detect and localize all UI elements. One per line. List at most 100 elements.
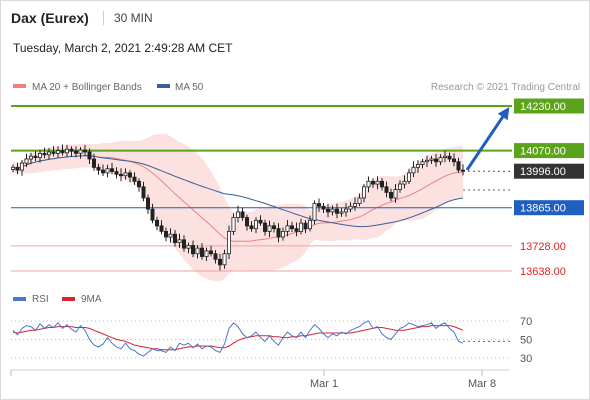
candle: [177, 233, 182, 248]
candle: [325, 203, 330, 218]
candle: [433, 153, 438, 167]
candle: [119, 168, 124, 182]
candle: [262, 219, 267, 236]
level-label-13728-00: 13728.00: [520, 241, 566, 253]
candle: [334, 203, 339, 219]
candle: [190, 240, 195, 258]
rsi-legend: RSI 9MA: [13, 294, 102, 305]
level-badge-13996-00: [514, 163, 584, 179]
candle: [65, 144, 70, 157]
level-badge-14230-00: [514, 98, 584, 114]
rsi-9ma-line: [12, 325, 464, 351]
candle: [402, 175, 407, 189]
candle: [96, 163, 101, 175]
candle: [168, 228, 173, 243]
candle: [222, 249, 227, 269]
candle: [307, 215, 312, 232]
candle: [330, 205, 335, 216]
candle: [127, 170, 132, 183]
legend-label-rsi: RSI: [32, 294, 49, 305]
candle: [123, 168, 128, 180]
level-label-13996-00: 13996.00: [520, 166, 566, 178]
candle: [154, 216, 159, 231]
candle: [195, 245, 200, 259]
candle: [343, 203, 348, 217]
candle: [298, 218, 303, 235]
candle: [312, 200, 317, 225]
candle: [87, 148, 92, 164]
candle: [420, 159, 425, 169]
candle: [69, 146, 74, 157]
candle: [429, 155, 434, 164]
candle: [28, 152, 33, 165]
candle: [47, 148, 52, 160]
candle: [159, 220, 164, 235]
candle: [451, 153, 456, 167]
candle: [267, 220, 272, 237]
candle: [397, 180, 402, 193]
candle: [101, 164, 106, 176]
time-axis: Mar 1 Mar 8: [10, 369, 510, 390]
legend-label-ma20: MA 20 + Bollinger Bands: [32, 82, 142, 93]
candle: [456, 157, 461, 173]
candle: [145, 194, 150, 214]
level-badge-13865-00: [514, 200, 584, 216]
candle: [352, 197, 357, 211]
candle: [51, 146, 56, 157]
level-label-13638-00: 13638.00: [520, 266, 566, 278]
candle: [370, 178, 375, 188]
level-label-13865-00: 13865.00: [520, 203, 566, 215]
candle: [280, 227, 285, 241]
candle: [38, 149, 43, 163]
candle: [204, 247, 209, 261]
candle: [447, 152, 452, 162]
candle: [150, 203, 155, 224]
rsi-tick-70: 70: [520, 316, 532, 328]
candle: [379, 177, 384, 191]
candle: [83, 145, 88, 156]
candle: [240, 207, 245, 221]
candle: [339, 208, 344, 217]
candle: [357, 193, 362, 207]
legend-swatch-9ma: [62, 297, 75, 301]
candle: [226, 225, 231, 259]
candle: [19, 160, 24, 176]
candle: [289, 221, 294, 232]
candle: [271, 222, 276, 233]
level-badge-14070-00: [514, 143, 584, 159]
timeframe-label: 30 MIN: [103, 11, 153, 25]
level-label-14070-00: 14070.00: [520, 146, 566, 158]
candle: [411, 161, 416, 178]
chart-datetime: Tuesday, March 2, 2021 2:49:28 AM CET: [13, 41, 233, 55]
legend-swatch-rsi: [13, 297, 26, 301]
candle: [213, 250, 218, 264]
candle: [208, 245, 213, 257]
candle: [181, 235, 186, 252]
candle: [442, 150, 447, 163]
candle: [375, 176, 380, 190]
candle: [285, 220, 290, 237]
instrument-title: Dax (Eurex): [11, 10, 89, 26]
credit-label: Research © 2021 Trading Central: [431, 82, 580, 93]
candle: [253, 217, 258, 234]
candle: [60, 144, 65, 156]
candle: [15, 162, 20, 175]
legend-swatch-ma50: [157, 84, 170, 88]
time-label-mar8: Mar 8: [468, 378, 496, 390]
candle: [136, 178, 141, 192]
candle: [424, 155, 429, 167]
time-label-mar1: Mar 1: [310, 378, 338, 390]
candle: [384, 181, 389, 198]
candle: [244, 214, 249, 231]
candle: [172, 230, 177, 247]
chart-header: Dax (Eurex) 30 MIN: [11, 10, 153, 28]
candle: [10, 164, 15, 173]
candle: [33, 150, 38, 162]
candle: [110, 162, 115, 175]
candle: [415, 160, 420, 173]
candle: [186, 242, 191, 254]
candles: [10, 144, 465, 271]
candle: [74, 146, 79, 158]
rsi-tick-50: 50: [520, 335, 532, 347]
